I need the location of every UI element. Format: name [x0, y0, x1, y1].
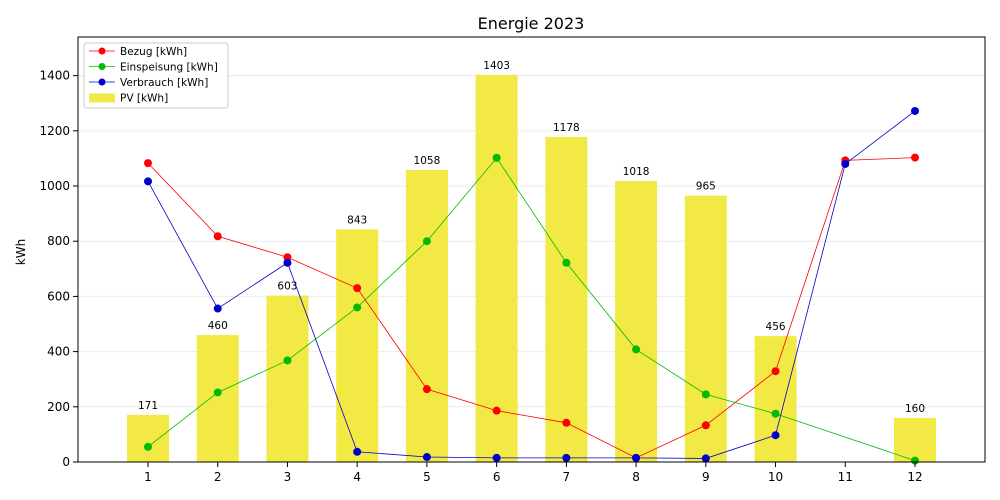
- legend-swatch-marker: [98, 47, 106, 55]
- legend-label: Verbrauch [kWh]: [120, 77, 208, 89]
- series-line: [147, 110, 916, 459]
- data-point: [422, 385, 431, 394]
- data-point: [562, 418, 571, 427]
- bar: [196, 335, 239, 462]
- x-tick-label: 10: [768, 470, 783, 484]
- data-point: [701, 390, 710, 399]
- bar-data-label: 1178: [553, 122, 580, 134]
- bar: [684, 195, 727, 462]
- data-point: [144, 177, 152, 186]
- legend-swatch-marker: [98, 63, 106, 70]
- bar-data-label: 843: [347, 214, 367, 226]
- bar: [266, 295, 309, 462]
- data-point: [353, 284, 362, 293]
- x-tick-label: 4: [353, 470, 361, 484]
- data-point: [632, 453, 641, 462]
- bar-data-label: 160: [905, 403, 925, 415]
- data-point: [562, 258, 571, 267]
- bar: [475, 74, 518, 462]
- data-point: [144, 159, 152, 168]
- bar-data-label: 1018: [623, 166, 650, 178]
- y-tick-label: 0: [62, 455, 70, 469]
- data-point: [492, 453, 501, 462]
- bar-data-label: 1403: [483, 60, 510, 72]
- x-tick-label: 9: [702, 470, 710, 484]
- bar: [127, 414, 169, 462]
- y-tick-label: 1200: [39, 124, 70, 138]
- data-point: [213, 388, 222, 397]
- data-point: [353, 447, 362, 456]
- bar-data-label: 965: [696, 181, 716, 193]
- data-point: [771, 367, 780, 376]
- data-point: [422, 453, 431, 462]
- x-tick-label: 12: [907, 470, 922, 484]
- chart-title: Energie 2023: [478, 14, 585, 33]
- data-point: [701, 454, 710, 463]
- legend-label: Einspeisung [kWh]: [120, 62, 218, 74]
- y-axis-label: kWh: [14, 239, 28, 265]
- bar-data-label: 171: [138, 400, 158, 412]
- bar-data-label: 460: [208, 320, 228, 332]
- data-point: [771, 409, 780, 418]
- y-tick-label: 800: [47, 234, 70, 248]
- data-point: [911, 153, 919, 162]
- x-tick-label: 7: [563, 470, 571, 484]
- x-tick-label: 8: [632, 470, 640, 484]
- y-tick-label: 400: [47, 345, 70, 359]
- bar: [336, 229, 379, 462]
- x-tick-label: 6: [493, 470, 501, 484]
- series-line: [147, 157, 916, 461]
- data-point: [144, 442, 152, 451]
- bar-data-label: 1058: [414, 155, 441, 167]
- x-tick-label: 1: [144, 470, 152, 484]
- legend-swatch-marker: [98, 78, 106, 86]
- data-point: [562, 453, 571, 462]
- legend-label: PV [kWh]: [120, 93, 168, 105]
- y-tick-label: 1400: [39, 69, 70, 83]
- line-series: [144, 106, 919, 465]
- data-point: [283, 253, 292, 262]
- x-tick-label: 3: [284, 470, 292, 484]
- data-point: [701, 421, 710, 430]
- x-tick-label: 11: [838, 470, 853, 484]
- bar: [405, 170, 448, 463]
- y-tick-label: 1000: [39, 179, 70, 193]
- data-point: [422, 237, 431, 246]
- data-point: [213, 232, 222, 241]
- legend-swatch-bar: [89, 93, 115, 103]
- data-point: [911, 106, 919, 115]
- data-point: [841, 159, 850, 168]
- data-point: [283, 356, 292, 365]
- bar-data-labels: 171 460 603 843 1058 1403 1178 1018 965 456 160: [138, 60, 925, 415]
- bar-data-label: 603: [277, 281, 297, 293]
- data-point: [492, 406, 501, 415]
- bar: [754, 336, 797, 462]
- bar-series: [127, 74, 936, 463]
- x-tick-label: 5: [423, 470, 431, 484]
- y-tick-label: 200: [47, 400, 70, 414]
- data-point: [911, 456, 919, 465]
- data-point: [492, 153, 501, 162]
- data-point: [353, 303, 362, 312]
- bar: [894, 417, 936, 462]
- x-tick-label: 2: [214, 470, 222, 484]
- bar-data-label: 456: [766, 321, 786, 333]
- plot-frame: [77, 36, 986, 463]
- bar: [545, 136, 588, 463]
- data-point: [632, 345, 641, 354]
- legend-label: Bezug [kWh]: [120, 46, 187, 58]
- series-line: [147, 157, 916, 459]
- bar: [615, 181, 658, 462]
- data-point: [771, 431, 780, 440]
- y-tick-label: 600: [47, 289, 70, 303]
- legend-box: [83, 42, 229, 109]
- data-point: [283, 258, 292, 267]
- legend: Bezug [kWh] Einspeisung [kWh] Verbrauch [k…: [83, 42, 229, 109]
- data-point: [213, 304, 222, 313]
